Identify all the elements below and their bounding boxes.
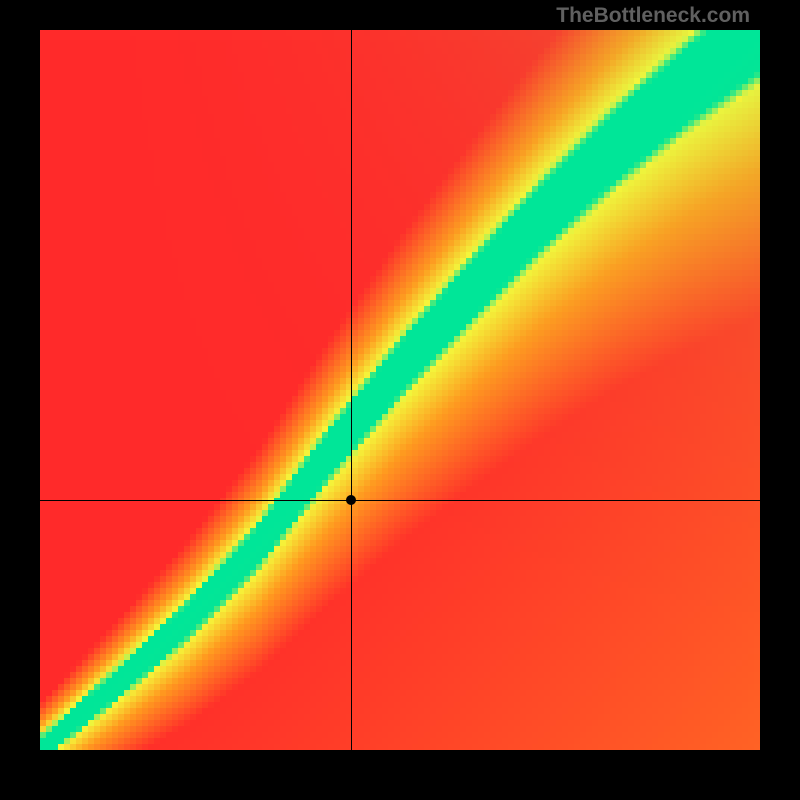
heatmap-plot-area: [40, 30, 760, 750]
crosshair-horizontal: [40, 500, 760, 501]
crosshair-marker: [346, 495, 356, 505]
heatmap-canvas: [40, 30, 760, 750]
watermark-text: TheBottleneck.com: [556, 4, 750, 28]
crosshair-vertical: [351, 30, 352, 750]
chart-container: TheBottleneck.com: [0, 0, 800, 800]
